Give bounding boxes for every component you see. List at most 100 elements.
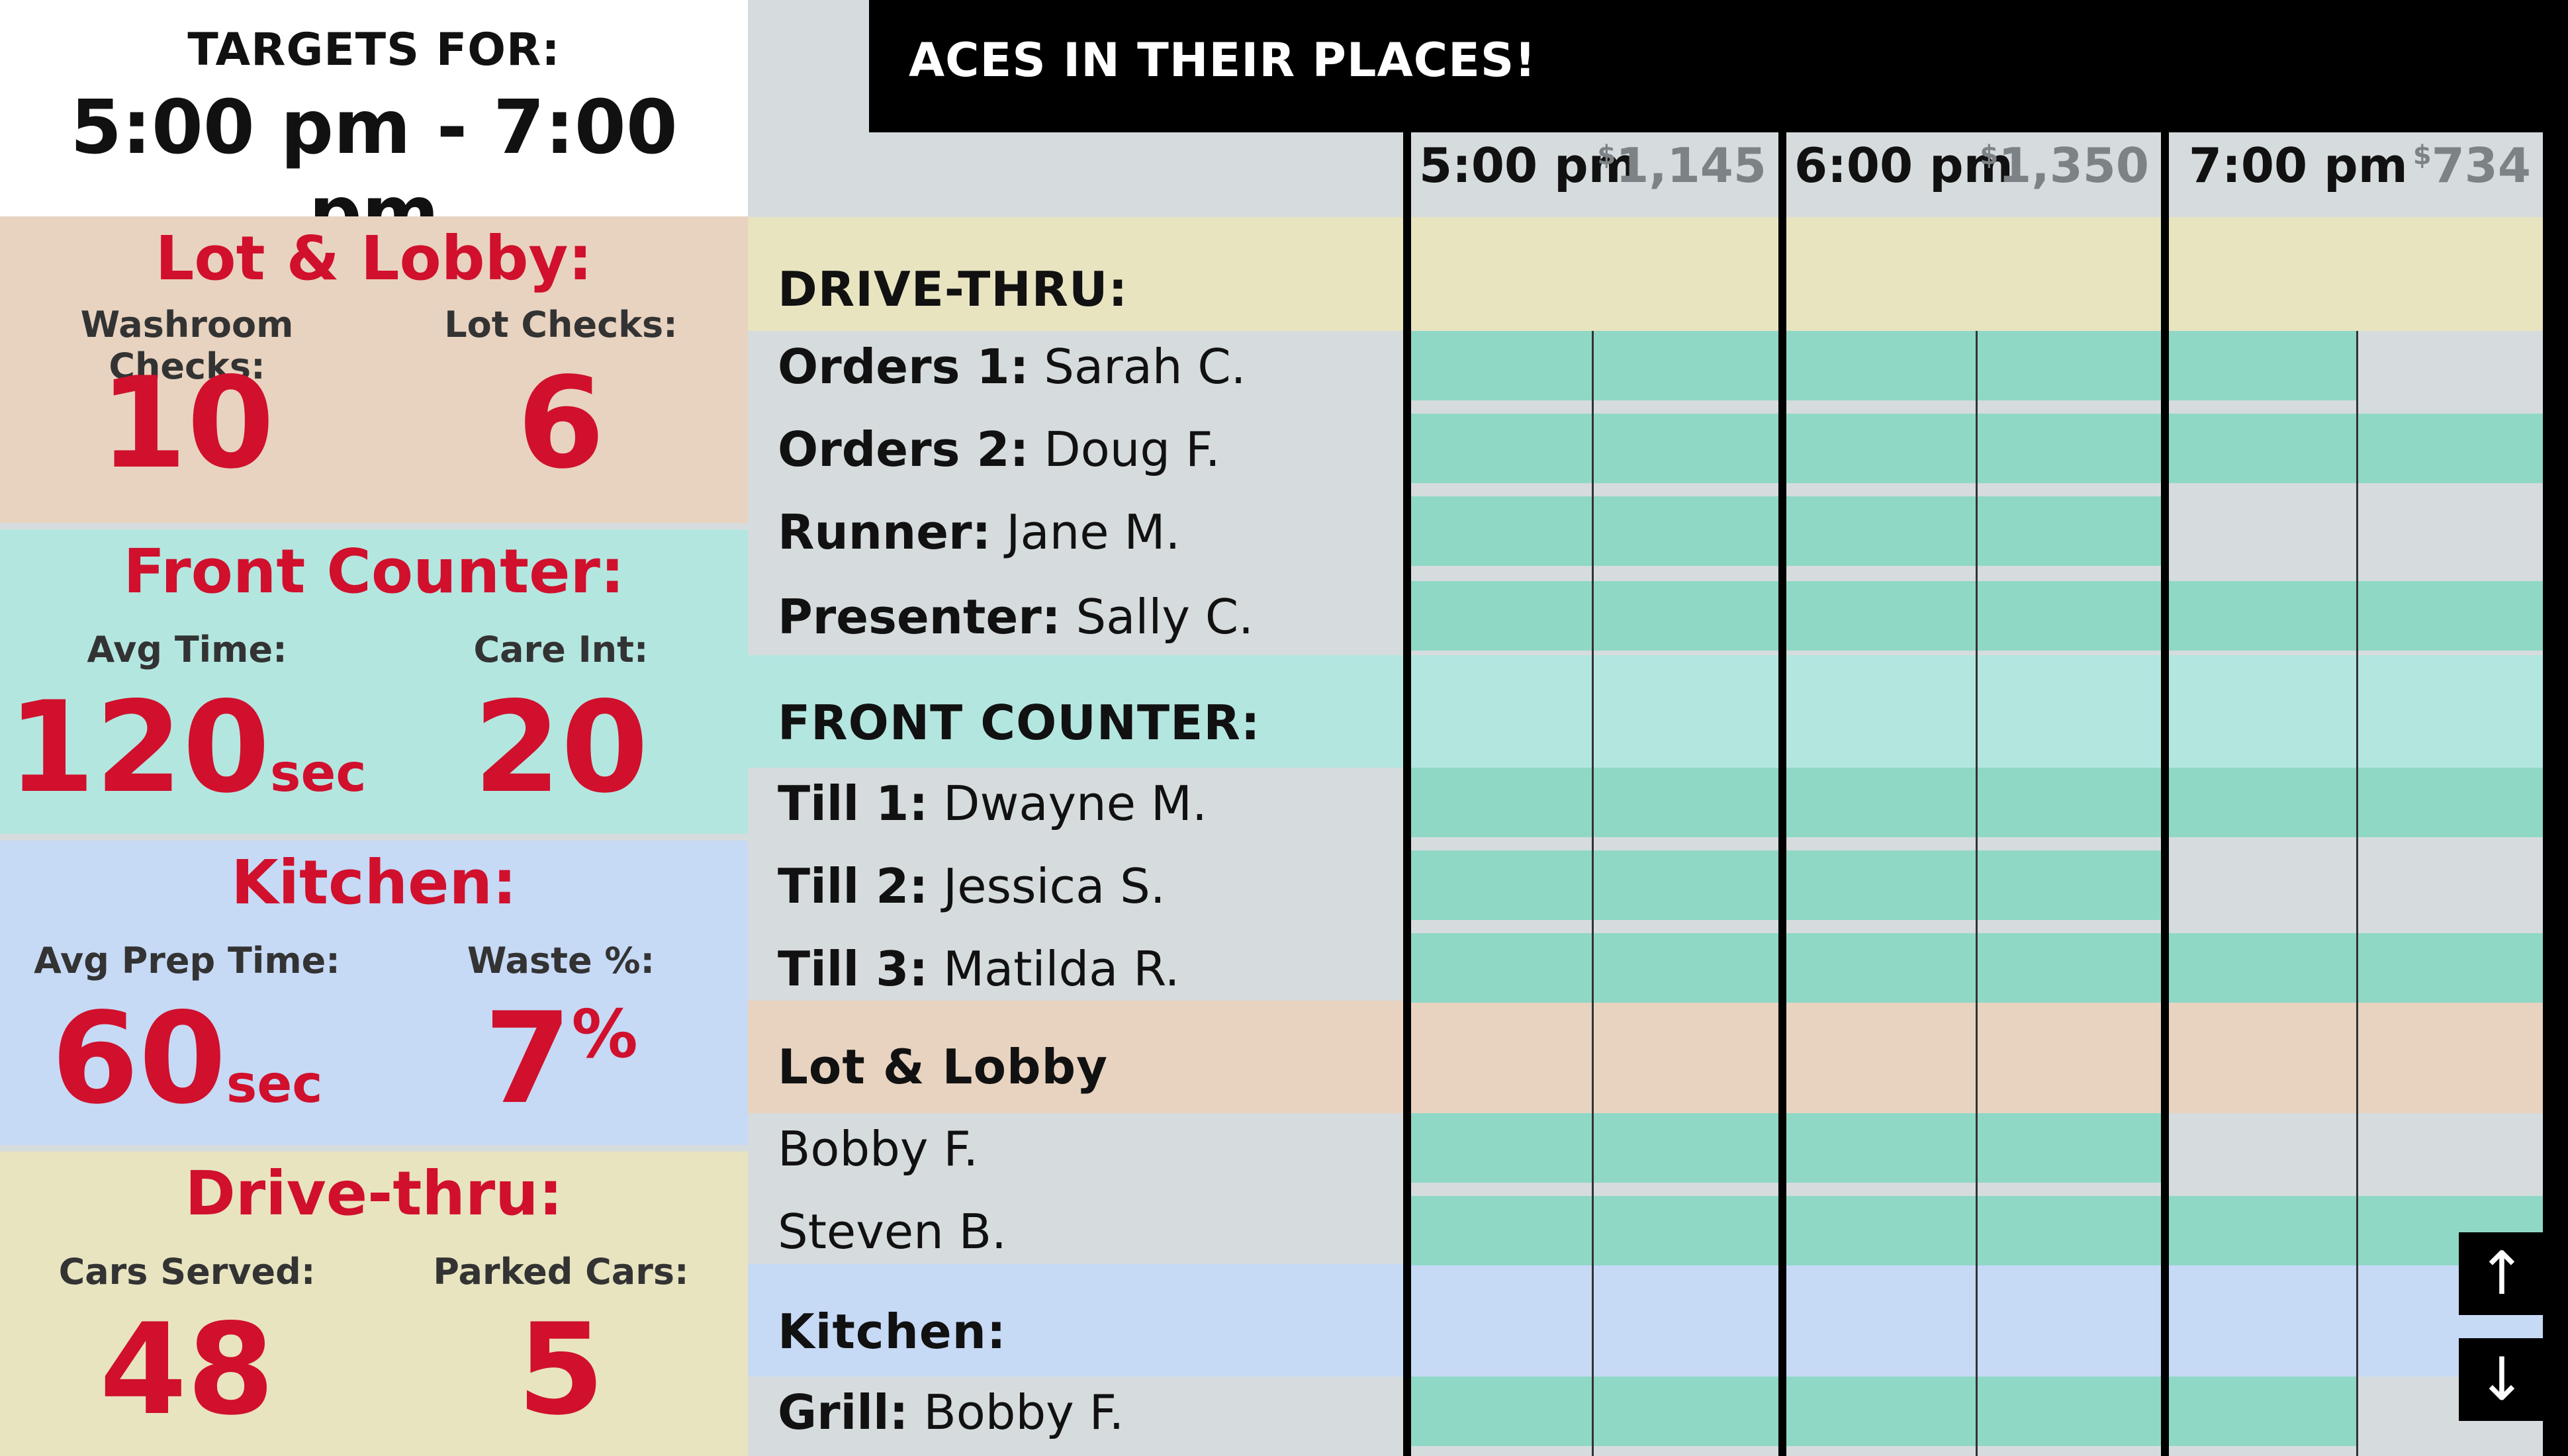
hour-header-6pm: 6:00 pm $1,350 — [1786, 132, 2161, 217]
hour-sales: $1,145 — [1597, 138, 1766, 193]
avg-time-label: Avg Time: — [87, 629, 287, 670]
hour-sales: $734 — [2412, 138, 2531, 193]
shift-block[interactable] — [1411, 933, 1592, 1003]
half-hour-divider — [2356, 331, 2358, 1456]
hour-sales: $1,350 — [1980, 138, 2149, 193]
row-role: Orders 1: — [778, 339, 1029, 394]
targets-panel: TARGETS FOR: 5:00 pm - 7:00 pm Lot & Lob… — [0, 0, 748, 1456]
shift-block[interactable] — [1976, 414, 2161, 483]
shift-block[interactable] — [1592, 414, 1778, 483]
kitchen-section: Kitchen: Avg Prep Time: Waste %: 60sec 7… — [0, 841, 748, 1145]
row-label: Presenter: Sally C. — [778, 589, 1254, 645]
lot-lobby-band — [748, 1001, 2543, 1113]
shift-block[interactable] — [1976, 1377, 2161, 1446]
shift-block[interactable] — [1786, 1377, 1976, 1446]
shift-block[interactable] — [1976, 1113, 2161, 1183]
right-edge-bar — [2543, 0, 2568, 1456]
shift-block[interactable] — [1592, 496, 1778, 566]
avg-prep-time-value: 60sec — [51, 985, 323, 1132]
hour-time: 5:00 pm — [1419, 138, 1638, 193]
shift-block[interactable] — [1976, 581, 2161, 651]
care-int-value: 20 — [473, 674, 649, 821]
shift-block[interactable] — [2169, 414, 2356, 483]
currency-symbol: $ — [2412, 140, 2432, 171]
shift-block[interactable] — [1786, 850, 1976, 920]
shift-block[interactable] — [2356, 414, 2543, 483]
shift-block[interactable] — [1411, 414, 1592, 483]
shift-block[interactable] — [1411, 581, 1592, 651]
targets-time-range: 5:00 pm - 7:00 pm — [70, 85, 678, 257]
shift-block[interactable] — [1786, 1196, 1976, 1265]
shift-block[interactable] — [1592, 1113, 1778, 1183]
targets-heading: TARGETS FOR: — [187, 24, 561, 76]
row-role: Till 2: — [778, 858, 929, 914]
row-role: Grill: — [778, 1385, 909, 1440]
scroll-down-button[interactable]: ↓ — [2459, 1338, 2545, 1421]
row-person: Bobby F. — [778, 1121, 979, 1177]
hour-header-5pm: 5:00 pm $1,145 — [1411, 132, 1778, 217]
shift-block[interactable] — [1976, 331, 2161, 400]
shift-block[interactable] — [1592, 581, 1778, 651]
shift-block[interactable] — [1976, 1196, 2161, 1265]
shift-block[interactable] — [2169, 1196, 2356, 1265]
kitchen-title: Kitchen: — [231, 847, 517, 918]
row-person: Jane M. — [991, 504, 1181, 560]
schedule-banner: ACES IN THEIR PLACES! — [869, 0, 2568, 132]
shift-block[interactable] — [2356, 581, 2543, 651]
shift-block[interactable] — [1592, 768, 1778, 837]
shift-block[interactable] — [1411, 1377, 1592, 1446]
shift-block[interactable] — [1976, 768, 2161, 837]
shift-block[interactable] — [1976, 496, 2161, 566]
shift-block[interactable] — [1592, 1377, 1778, 1446]
shift-block[interactable] — [2169, 581, 2356, 651]
row-person: Bobby F. — [908, 1385, 1124, 1440]
front-counter-section: Front Counter: Avg Time: Care Int: 120se… — [0, 529, 748, 834]
scroll-up-button[interactable]: ↑ — [2459, 1232, 2545, 1315]
shift-block[interactable] — [1592, 933, 1778, 1003]
avg-prep-time-unit: sec — [226, 1055, 323, 1115]
shift-block[interactable] — [1786, 1113, 1976, 1183]
shift-block[interactable] — [2356, 933, 2543, 1003]
row-label: Bobby F. — [778, 1121, 978, 1177]
front-counter-band — [748, 655, 2543, 768]
avg-time-unit: sec — [270, 744, 367, 803]
shift-block[interactable] — [2356, 768, 2543, 837]
shift-block[interactable] — [1411, 331, 1592, 400]
shift-block[interactable] — [1976, 850, 2161, 920]
shift-block[interactable] — [1592, 850, 1778, 920]
shift-block[interactable] — [2169, 768, 2356, 837]
row-role: Presenter: — [778, 589, 1061, 645]
shift-block[interactable] — [2169, 933, 2356, 1003]
shift-block[interactable] — [1786, 768, 1976, 837]
shift-block[interactable] — [1411, 1113, 1592, 1183]
shift-block[interactable] — [1786, 933, 1976, 1003]
arrow-up-icon: ↑ — [2477, 1239, 2527, 1308]
shift-block[interactable] — [1786, 581, 1976, 651]
half-hour-divider — [1592, 331, 1594, 1456]
shift-block[interactable] — [1411, 768, 1592, 837]
targets-header: TARGETS FOR: 5:00 pm - 7:00 pm — [0, 0, 748, 257]
waste-value: 7% — [484, 985, 638, 1132]
shift-block[interactable] — [1411, 850, 1592, 920]
shift-block[interactable] — [1786, 496, 1976, 566]
row-role: Orders 2: — [778, 422, 1029, 477]
currency-symbol: $ — [1597, 140, 1616, 171]
shift-block[interactable] — [2169, 331, 2356, 400]
waste-unit: % — [571, 995, 638, 1073]
hour-time: 7:00 pm — [2189, 138, 2408, 193]
shift-block[interactable] — [1411, 1196, 1592, 1265]
parked-cars-value: 5 — [517, 1297, 605, 1443]
washroom-checks-value: 10 — [99, 350, 275, 496]
parked-cars-label: Parked Cars: — [433, 1251, 689, 1293]
lot-lobby-title: Lot & Lobby: — [155, 223, 593, 294]
shift-block[interactable] — [1592, 1196, 1778, 1265]
shift-block[interactable] — [1592, 331, 1778, 400]
cars-served-value: 48 — [99, 1297, 275, 1443]
washroom-checks-label: Washroom Checks: — [80, 304, 294, 387]
shift-block[interactable] — [1786, 331, 1976, 400]
shift-block[interactable] — [1976, 933, 2161, 1003]
currency-symbol: $ — [1980, 140, 1999, 171]
shift-block[interactable] — [1411, 496, 1592, 566]
shift-block[interactable] — [1786, 414, 1976, 483]
shift-block[interactable] — [2169, 1377, 2356, 1446]
